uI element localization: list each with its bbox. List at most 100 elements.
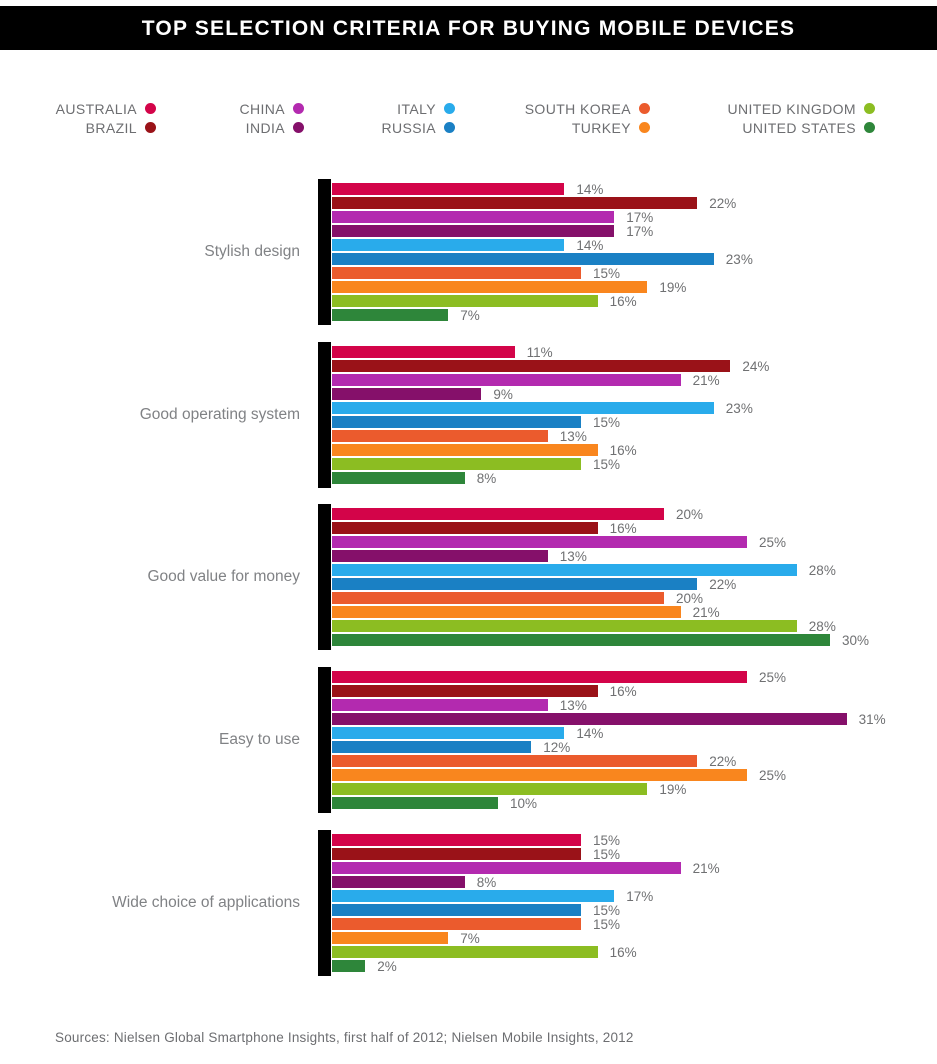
value-label: 16% [609,293,637,309]
title-bar: TOP SELECTION CRITERIA FOR BUYING MOBILE… [0,6,937,50]
bar [332,740,532,754]
category-group: Easy to use 25% 16% 13% 31% 14% 12% 22% 25% 19% 10… [0,667,937,813]
bar-rows: 25% 16% 13% 31% 14% 12% 22% 25% 19% 10% [332,669,937,811]
bar [332,712,847,726]
value-label: 28% [808,562,836,578]
value-label: 17% [626,209,654,225]
bar-row: 23% [332,401,937,416]
value-label: 21% [692,604,720,620]
legend-item: RUSSIA [381,118,455,137]
value-label: 15% [593,846,621,862]
value-label: 22% [709,753,737,769]
value-label: 30% [842,632,870,648]
bar-row: 28% [332,618,937,634]
bar-row: 22% [332,196,937,211]
bar [332,917,581,931]
bar-row: 15% [332,833,937,848]
bar-row: 15% [332,846,937,862]
legend-item: CHINA [239,99,304,118]
bar-row: 23% [332,252,937,267]
bar-row: 17% [332,889,937,904]
value-label: 8% [476,874,497,890]
bar-row: 22% [332,577,937,592]
bar [332,563,797,577]
value-label: 16% [609,683,637,699]
source-note: Sources: Nielsen Global Smartphone Insig… [55,1030,634,1045]
bar [332,931,449,945]
value-label: 7% [460,930,480,946]
legend-label: ITALY [397,100,436,117]
value-label: 11% [526,344,553,360]
legend-label: UNITED STATES [742,119,856,136]
value-label: 13% [559,548,587,564]
value-label: 28% [808,618,836,634]
legend-dot [145,103,156,114]
value-label: 24% [742,358,770,374]
bar-row: 7% [332,308,937,323]
bar-row: 19% [332,781,937,797]
legend-dot [864,122,875,133]
bar [332,875,465,889]
value-label: 16% [609,520,637,536]
value-label: 10% [510,795,538,811]
bar [332,280,648,294]
bar [332,294,598,308]
bar-row: 25% [332,535,937,550]
value-label: 9% [493,386,513,402]
legend-item: UNITED KINGDOM [727,99,875,118]
bar-rows: 11% 24% 21% 9% 23% 15% 13% 16% 15% 8% [332,344,937,486]
bar [332,684,598,698]
bar [332,359,731,373]
bar-row: 25% [332,767,937,783]
bar-row: 21% [332,604,937,620]
legend-item: INDIA [239,118,304,137]
bar-row: 14% [332,725,937,741]
bar-row: 15% [332,917,937,932]
legend-label: CHINA [239,100,285,117]
legend-label: UNITED KINGDOM [727,100,856,117]
legend-item: SOUTH KOREA [525,99,650,118]
bar [332,210,615,224]
bar-row: 15% [332,903,937,918]
bar [332,768,747,782]
legend: AUSTRALIA BRAZIL CHINA INDIA ITALY RUSSIA S… [0,99,937,147]
value-label: 15% [593,456,621,472]
value-label: 19% [659,781,687,797]
bar-row: 16% [332,683,937,699]
value-label: 14% [576,725,604,741]
value-label: 19% [659,279,687,295]
value-label: 2% [377,958,397,974]
category-label: Good operating system [139,406,300,423]
value-label: 21% [692,372,720,388]
bar-row: 13% [332,548,937,564]
value-label: 20% [676,506,704,522]
bar-row: 8% [332,471,937,486]
bar-rows: 20% 16% 25% 13% 28% 22% 20% 21% 28% 30% [332,506,937,648]
bar [332,252,714,266]
bar [332,847,581,861]
bar-row: 7% [332,930,937,946]
bar-row: 28% [332,562,937,578]
value-label: 25% [759,767,787,783]
value-label: 15% [593,414,621,430]
value-label: 12% [543,739,571,755]
legend-dot [145,122,156,133]
bar [332,196,698,210]
bar [332,415,581,429]
legend-column-1: AUSTRALIA BRAZIL [56,99,156,137]
bar [332,507,664,521]
bar-row: 17% [332,209,937,225]
bar [332,861,681,875]
value-label: 25% [759,669,787,685]
bar-row: 16% [332,443,937,458]
legend-label: TURKEY [571,119,631,136]
bar-row: 31% [332,712,937,727]
bar [332,591,664,605]
bar [332,833,581,847]
bar [332,401,714,415]
legend-column-2: CHINA INDIA [239,99,304,137]
legend-dot [293,122,304,133]
legend-label: RUSSIA [381,119,436,136]
bar-row: 24% [332,358,937,374]
bar-row: 15% [332,456,937,472]
